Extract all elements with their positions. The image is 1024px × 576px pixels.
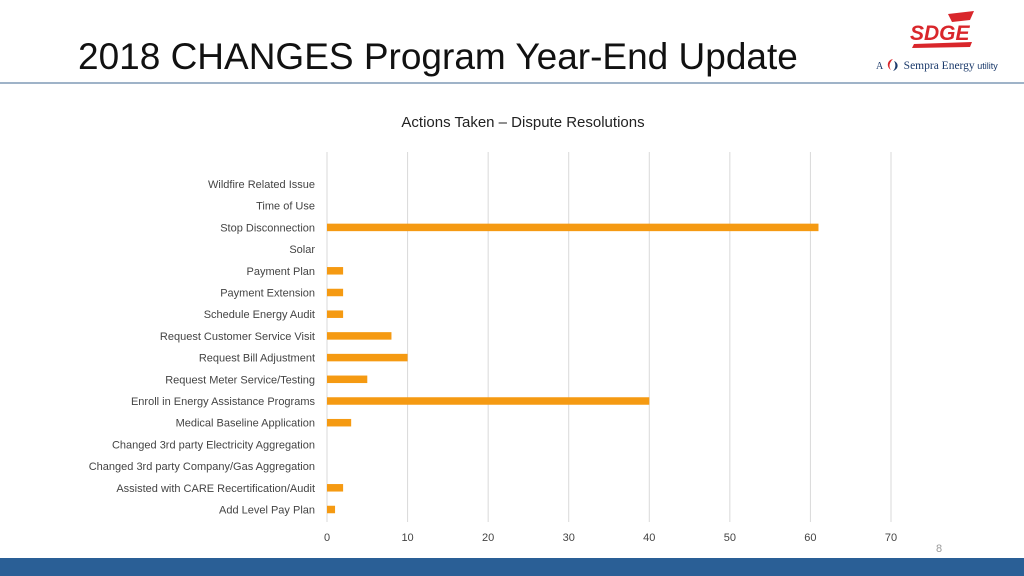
- logo-tagline-suffix: utility: [977, 61, 998, 71]
- bar: [327, 418, 352, 427]
- bar: [327, 223, 819, 232]
- category-label: Solar: [289, 244, 315, 256]
- category-label: Payment Plan: [247, 266, 315, 278]
- company-logo: SDGE A Sempra Energy utility: [868, 8, 1018, 74]
- category-label: Assisted with CARE Recertification/Audit: [116, 483, 315, 495]
- category-label: Changed 3rd party Company/Gas Aggregatio…: [89, 461, 315, 473]
- dispute-resolutions-bar-chart: Actions Taken – Dispute Resolutions Wild…: [89, 114, 897, 544]
- chart-title: Actions Taken – Dispute Resolutions: [401, 114, 644, 131]
- category-label: Medical Baseline Application: [176, 418, 315, 430]
- category-label: Enroll in Energy Assistance Programs: [131, 396, 316, 408]
- x-tick-label: 50: [724, 532, 736, 544]
- bar: [327, 505, 336, 514]
- bar: [327, 375, 368, 384]
- slide-title: 2018 CHANGES Program Year-End Update: [78, 36, 798, 77]
- bar: [327, 267, 344, 275]
- footer-bar: [0, 558, 1024, 576]
- x-tick-label: 40: [643, 532, 655, 544]
- category-label: Wildfire Related Issue: [208, 179, 315, 191]
- x-tick-label: 60: [804, 532, 816, 544]
- x-tick-label: 0: [324, 532, 330, 544]
- bar: [327, 310, 344, 318]
- bar: [327, 332, 392, 340]
- logo-tagline-brand: Sempra Energy: [903, 60, 975, 72]
- chart-gridlines: [326, 152, 892, 522]
- logo-tagline: A Sempra Energy utility: [876, 58, 998, 72]
- category-label: Request Meter Service/Testing: [165, 374, 315, 386]
- bar: [327, 484, 344, 492]
- x-tick-label: 10: [401, 532, 413, 544]
- category-label: Request Bill Adjustment: [199, 353, 315, 365]
- category-label: Request Customer Service Visit: [160, 331, 315, 343]
- category-label: Add Level Pay Plan: [219, 505, 315, 517]
- category-label: Changed 3rd party Electricity Aggregatio…: [112, 439, 315, 451]
- bar: [327, 353, 408, 362]
- chart-category-labels: Wildfire Related Issue Time of Use Stop Di…: [89, 179, 316, 517]
- sdge-logo-mark: SDGE: [910, 11, 974, 48]
- page-number: 8: [936, 543, 943, 555]
- category-label: Schedule Energy Audit: [204, 309, 315, 321]
- chart-x-tick-labels: 0 10 20 30 40 50 60 70: [324, 532, 897, 544]
- x-tick-label: 70: [885, 532, 897, 544]
- category-label: Stop Disconnection: [220, 222, 315, 234]
- x-tick-label: 20: [482, 532, 494, 544]
- chart-bars: [327, 223, 819, 514]
- category-label: Payment Extension: [220, 288, 315, 300]
- logo-wordmark: SDGE: [910, 22, 971, 45]
- category-label: Time of Use: [256, 201, 315, 213]
- x-tick-label: 30: [563, 532, 575, 544]
- title-divider: [0, 82, 1024, 84]
- sempra-swirl-icon: [887, 59, 898, 71]
- logo-tagline-prefix: A: [876, 61, 883, 72]
- bar: [327, 397, 650, 405]
- bar: [327, 288, 344, 297]
